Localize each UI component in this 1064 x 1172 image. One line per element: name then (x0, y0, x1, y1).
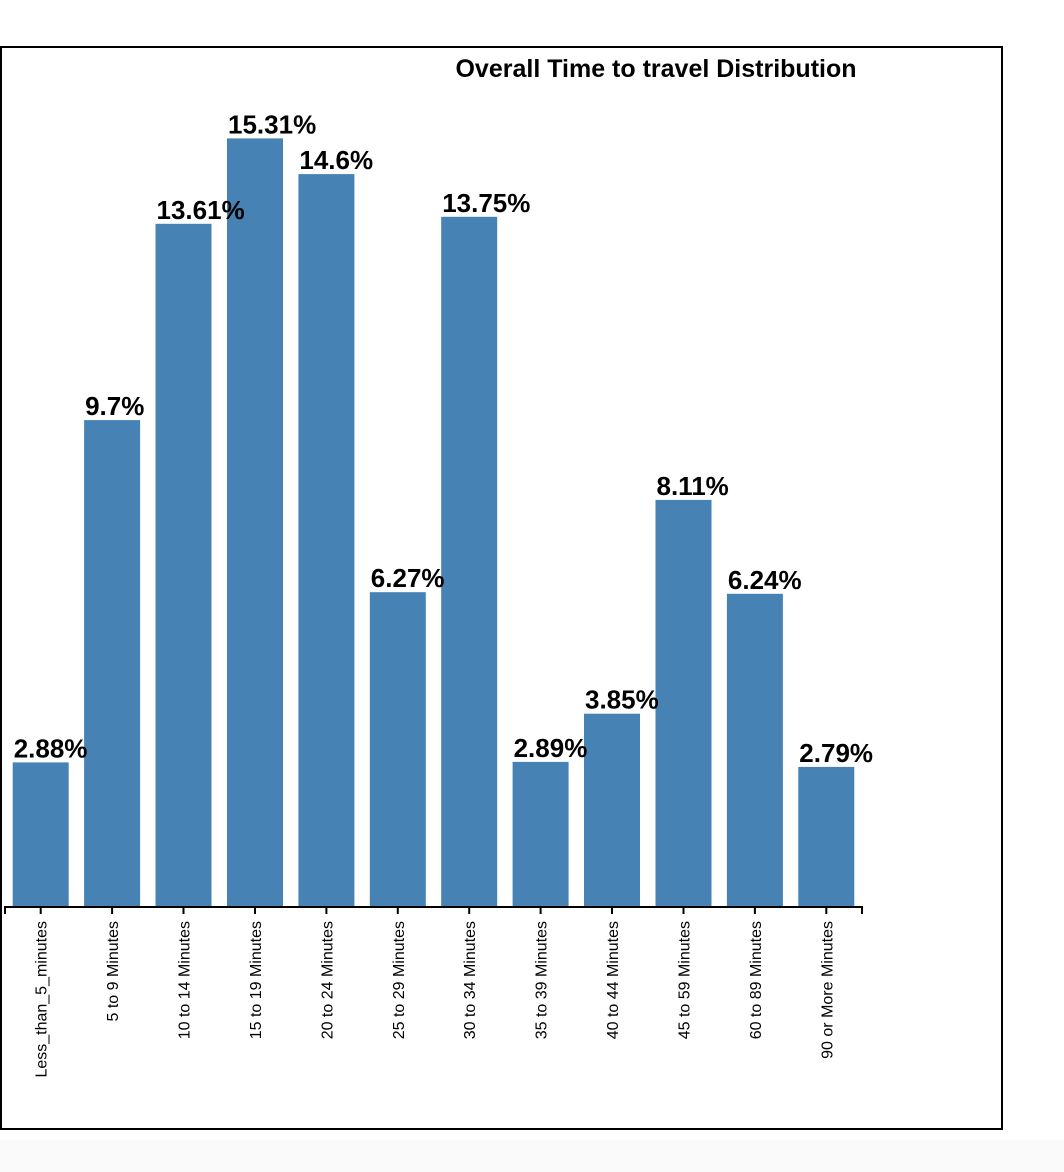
x-tick-label: 40 to 44 Minutes (605, 921, 622, 1039)
x-axis-line (4, 906, 863, 914)
bars-layer (12, 138, 855, 908)
x-tick-label: 25 to 29 Minutes (391, 921, 408, 1039)
chart-border (0, 46, 1003, 1130)
data-label: 6.27% (371, 563, 445, 593)
x-tick-label: 45 to 59 Minutes (677, 921, 694, 1039)
bar (12, 762, 69, 907)
x-tick-label: 90 or More Minutes (819, 921, 836, 1059)
bar (227, 138, 283, 907)
bar (298, 174, 355, 908)
x-tick-label: 20 to 24 Minutes (319, 921, 336, 1039)
data-label: 2.79% (799, 738, 873, 768)
x-axis: Less_than_5_minutes 5 to 9 Minutes 10 to 1… (4, 906, 863, 1078)
bar (155, 223, 212, 908)
x-tick-label: 30 to 34 Minutes (462, 921, 479, 1039)
x-tick-label: 5 to 9 Minutes (105, 921, 122, 1022)
bar (512, 761, 569, 907)
value-labels-layer: 2.88% 9.7% 13.61% 15.31% 14.6% 6.27% 13.75% 2.8… (14, 109, 873, 768)
data-label: 2.89% (514, 733, 588, 763)
bar (441, 216, 498, 908)
bar (369, 592, 426, 907)
data-label: 3.85% (585, 685, 659, 715)
data-label: 2.88% (14, 733, 88, 763)
x-tick-label: Less_than_5_minutes (34, 921, 51, 1078)
data-label: 13.61% (157, 195, 245, 225)
x-tick-label: 35 to 39 Minutes (534, 921, 551, 1039)
data-label: 9.7% (85, 391, 144, 421)
bar (655, 499, 712, 907)
bar (584, 713, 640, 907)
x-tick-label: 60 to 89 Minutes (748, 921, 765, 1039)
data-label: 8.11% (657, 471, 729, 501)
data-label: 15.31% (228, 109, 316, 139)
bar (726, 593, 783, 907)
x-tick-label: 15 to 19 Minutes (248, 921, 265, 1039)
bottom-strip (0, 1140, 1064, 1172)
data-label: 13.75% (442, 188, 530, 218)
data-label: 14.6% (299, 145, 373, 175)
bar (84, 420, 141, 907)
data-label: 6.24% (728, 565, 802, 595)
bar (798, 766, 855, 907)
x-tick-label: 10 to 14 Minutes (177, 921, 194, 1039)
chart-title: Overall Time to travel Distribution (455, 55, 856, 83)
